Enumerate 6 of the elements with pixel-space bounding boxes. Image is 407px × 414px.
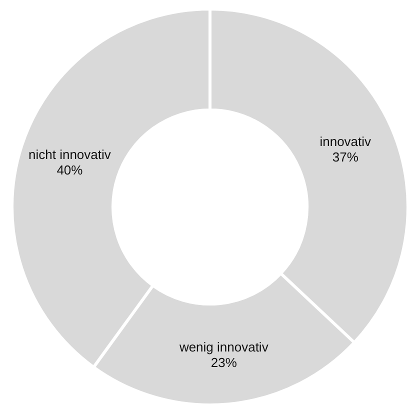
slice-label: innovativ	[320, 134, 372, 149]
data-label: 40%	[56, 162, 84, 178]
slice-label: wenig innovativ	[178, 339, 269, 354]
data-label: 23%	[210, 354, 238, 370]
data-label: 37%	[332, 149, 359, 164]
slice-label: nicht innovativ	[28, 146, 112, 162]
